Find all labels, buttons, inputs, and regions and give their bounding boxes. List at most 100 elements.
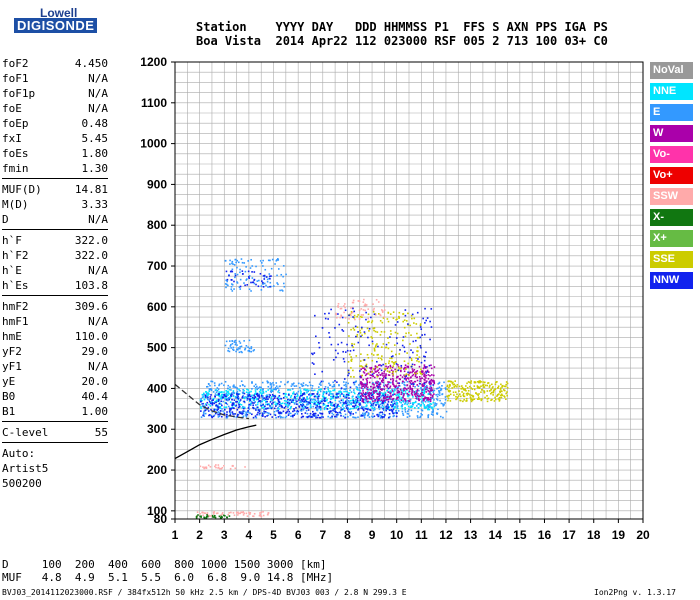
echo-point — [429, 383, 431, 386]
echo-point — [353, 392, 356, 395]
echo-point — [331, 416, 333, 419]
echo-point — [355, 416, 357, 419]
echo-point — [340, 391, 342, 394]
echo-point — [275, 416, 277, 419]
echo-point — [376, 331, 379, 333]
echo-point — [352, 398, 355, 400]
echo-point — [248, 392, 250, 395]
echo-point — [419, 372, 422, 375]
echo-point — [243, 406, 246, 409]
echo-point — [249, 404, 252, 406]
echo-point — [357, 331, 359, 333]
divider — [2, 229, 108, 230]
echo-point — [404, 387, 407, 390]
echo-point — [390, 333, 392, 335]
echo-point — [415, 390, 418, 392]
echo-point — [376, 393, 379, 396]
echo-point — [431, 380, 433, 382]
echo-point — [249, 395, 252, 398]
echo-point — [246, 397, 249, 400]
echo-point — [372, 400, 374, 403]
echo-point — [418, 360, 420, 363]
echo-point — [398, 384, 400, 387]
echo-point — [358, 392, 360, 395]
echo-point — [262, 397, 264, 400]
echo-point — [400, 370, 402, 373]
echo-point — [444, 398, 447, 401]
echo-point — [349, 414, 352, 417]
echo-point — [339, 390, 342, 393]
echo-point — [371, 320, 374, 322]
echo-point — [220, 382, 223, 385]
echo-point — [360, 368, 362, 371]
echo-point — [505, 398, 507, 400]
echo-point — [503, 396, 506, 398]
echo-point — [217, 466, 220, 469]
echo-point — [231, 283, 234, 286]
echo-point — [267, 414, 269, 417]
echo-point — [488, 386, 491, 388]
echo-point — [478, 380, 481, 382]
echo-point — [410, 409, 413, 412]
echo-point — [500, 390, 502, 392]
param-name: foF1 — [2, 72, 29, 85]
echo-point — [332, 394, 335, 397]
echo-point — [345, 388, 347, 391]
echo-point — [269, 388, 272, 390]
echo-point — [391, 357, 393, 360]
echo-point — [480, 381, 482, 383]
echo-point — [396, 393, 399, 396]
echo-point — [412, 351, 414, 354]
echo-point — [498, 399, 501, 401]
echo-point — [416, 350, 419, 353]
echo-point — [427, 374, 430, 376]
echo-point — [392, 373, 394, 376]
legend-item: Vo- — [650, 146, 693, 163]
echo-point — [372, 402, 375, 405]
echo-point — [364, 412, 367, 414]
echo-point — [242, 388, 244, 391]
echo-point — [382, 392, 385, 395]
echo-point — [353, 405, 356, 408]
echo-point — [467, 389, 470, 392]
echo-point — [361, 415, 364, 417]
echo-point — [265, 395, 268, 397]
echo-point — [387, 387, 390, 390]
x-tick-label: 17 — [562, 528, 576, 542]
echo-point — [200, 407, 202, 410]
echo-point — [412, 340, 415, 343]
echo-point — [240, 345, 243, 348]
echo-point — [463, 388, 466, 391]
echo-point — [283, 392, 286, 395]
echo-point — [212, 391, 215, 393]
echo-point — [331, 404, 334, 407]
echo-point — [470, 397, 472, 400]
echo-point — [256, 392, 259, 395]
echo-point — [231, 404, 233, 406]
echo-point — [372, 310, 375, 313]
echo-point — [271, 390, 274, 393]
echo-point — [232, 263, 234, 265]
echo-point — [333, 405, 336, 408]
echo-point — [342, 399, 344, 401]
echo-point — [354, 325, 357, 328]
echo-point — [253, 407, 255, 410]
echo-point — [427, 414, 430, 416]
x-tick-label: 8 — [344, 528, 351, 542]
echo-point — [388, 395, 391, 398]
echo-point — [414, 401, 417, 404]
echo-point — [226, 411, 228, 413]
echo-point — [227, 392, 230, 395]
echo-point — [209, 384, 211, 387]
echo-point — [248, 350, 251, 353]
echo-point — [311, 393, 313, 395]
echo-point — [403, 319, 406, 322]
echo-point — [211, 516, 214, 518]
echo-point — [407, 400, 410, 402]
echo-point — [272, 388, 275, 391]
echo-point — [276, 282, 278, 284]
echo-point — [282, 416, 284, 419]
echo-point — [360, 335, 362, 338]
echo-point — [395, 409, 397, 412]
echo-point — [337, 303, 340, 305]
